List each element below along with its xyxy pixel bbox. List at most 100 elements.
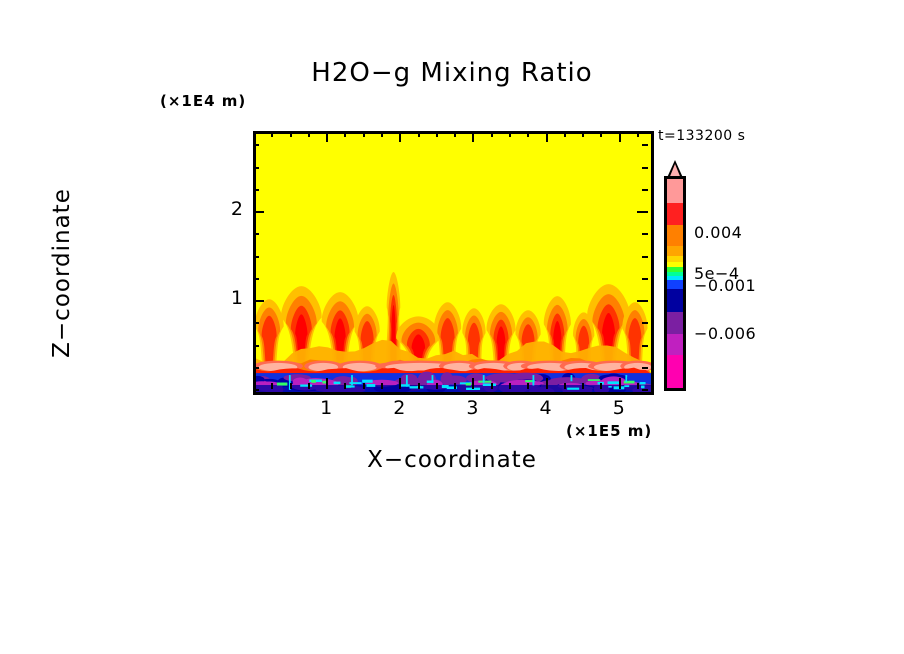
tick-mark bbox=[253, 131, 255, 137]
tick-mark bbox=[253, 255, 259, 258]
tick-mark bbox=[642, 389, 648, 391]
tick-mark bbox=[545, 131, 548, 142]
tick-mark bbox=[472, 378, 475, 389]
tick-mark bbox=[271, 383, 274, 389]
x-axis-unit-label: (×1E5 m) bbox=[566, 422, 653, 440]
tick-mark bbox=[307, 383, 310, 389]
colorbar-label: 0.004 bbox=[694, 222, 743, 242]
tick-mark bbox=[362, 383, 365, 389]
tick-mark bbox=[637, 131, 640, 137]
tick-mark bbox=[637, 300, 648, 303]
tick-mark bbox=[600, 383, 603, 389]
tick-mark bbox=[253, 366, 259, 369]
tick-mark bbox=[253, 144, 259, 147]
colorbar-band bbox=[667, 267, 683, 273]
contour-plot-area bbox=[253, 131, 654, 395]
tick-mark bbox=[399, 131, 402, 142]
colorbar-band bbox=[667, 311, 683, 335]
tick-mark bbox=[582, 383, 585, 389]
tick-mark bbox=[362, 131, 365, 137]
colorbar-band bbox=[667, 333, 683, 357]
x-tick-label: 4 bbox=[539, 397, 552, 419]
colorbar bbox=[664, 176, 686, 391]
tick-mark bbox=[642, 277, 648, 280]
tick-mark bbox=[642, 366, 648, 369]
tick-mark bbox=[253, 322, 259, 325]
tick-mark bbox=[642, 344, 648, 347]
figure-title: H2O−g Mixing Ratio bbox=[311, 58, 593, 88]
y-axis-unit-label: (×1E4 m) bbox=[160, 92, 247, 110]
tick-mark bbox=[253, 277, 259, 280]
tick-mark bbox=[600, 131, 603, 137]
tick-mark bbox=[253, 344, 259, 347]
tick-mark bbox=[642, 166, 648, 169]
tick-mark bbox=[642, 188, 648, 191]
colorbar-band bbox=[667, 355, 683, 388]
tick-mark bbox=[307, 131, 310, 137]
contour-field bbox=[256, 134, 651, 392]
tick-mark bbox=[417, 131, 420, 137]
x-tick-label: 5 bbox=[612, 397, 625, 419]
tick-mark bbox=[637, 211, 648, 214]
colorbar-band bbox=[667, 262, 683, 269]
colorbar-band bbox=[667, 245, 683, 257]
x-axis-title: X−coordinate bbox=[367, 447, 537, 473]
tick-mark bbox=[253, 383, 255, 389]
tick-mark bbox=[527, 131, 530, 137]
tick-mark bbox=[253, 233, 259, 236]
tick-mark bbox=[253, 188, 259, 191]
tick-mark bbox=[381, 383, 383, 389]
colorbar-label: −0.006 bbox=[694, 324, 757, 344]
tick-mark bbox=[472, 131, 475, 142]
tick-mark bbox=[582, 131, 585, 137]
y-tick-label: 2 bbox=[230, 198, 243, 221]
y-tick-label: 1 bbox=[230, 287, 243, 310]
tick-mark bbox=[490, 131, 493, 137]
timestamp-annotation: t=133200 s bbox=[658, 128, 746, 144]
tick-mark bbox=[454, 383, 457, 389]
tick-mark bbox=[435, 131, 438, 137]
colorbar-band bbox=[667, 280, 683, 291]
tick-mark bbox=[545, 378, 548, 389]
tick-mark bbox=[417, 383, 420, 389]
tick-mark bbox=[289, 131, 292, 137]
colorbar-band bbox=[667, 203, 683, 226]
tick-mark bbox=[381, 131, 383, 137]
tick-mark bbox=[642, 322, 648, 325]
tick-mark bbox=[271, 131, 274, 137]
tick-mark bbox=[344, 131, 347, 137]
tick-mark bbox=[253, 300, 264, 303]
tick-mark bbox=[289, 383, 292, 389]
x-tick-label: 1 bbox=[320, 397, 333, 419]
x-tick-label: 2 bbox=[393, 397, 406, 419]
colorbar-band bbox=[667, 255, 683, 263]
tick-mark bbox=[509, 383, 512, 389]
tick-mark bbox=[642, 233, 648, 236]
colorbar-band bbox=[667, 179, 683, 204]
tick-mark bbox=[618, 131, 621, 142]
colorbar-band bbox=[667, 224, 683, 247]
colorbar-band bbox=[667, 275, 683, 281]
tick-mark bbox=[642, 144, 648, 147]
tick-mark bbox=[637, 383, 640, 389]
y-axis-title: Z−coordinate bbox=[49, 188, 75, 358]
colorbar-band bbox=[667, 289, 683, 313]
tick-mark bbox=[527, 383, 530, 389]
tick-mark bbox=[454, 131, 457, 137]
tick-mark bbox=[326, 131, 329, 142]
tick-mark bbox=[563, 131, 566, 137]
tick-mark bbox=[326, 378, 329, 389]
tick-mark bbox=[509, 131, 512, 137]
tick-mark bbox=[253, 211, 264, 214]
tick-mark bbox=[618, 378, 621, 389]
contour-field-clip bbox=[256, 134, 651, 392]
tick-mark bbox=[344, 383, 347, 389]
tick-mark bbox=[642, 255, 648, 258]
tick-mark bbox=[435, 383, 438, 389]
x-tick-label: 3 bbox=[466, 397, 479, 419]
tick-mark bbox=[253, 166, 259, 169]
colorbar-band bbox=[667, 271, 683, 277]
colorbar-label: −0.001 bbox=[694, 276, 757, 296]
tick-mark bbox=[253, 389, 259, 391]
